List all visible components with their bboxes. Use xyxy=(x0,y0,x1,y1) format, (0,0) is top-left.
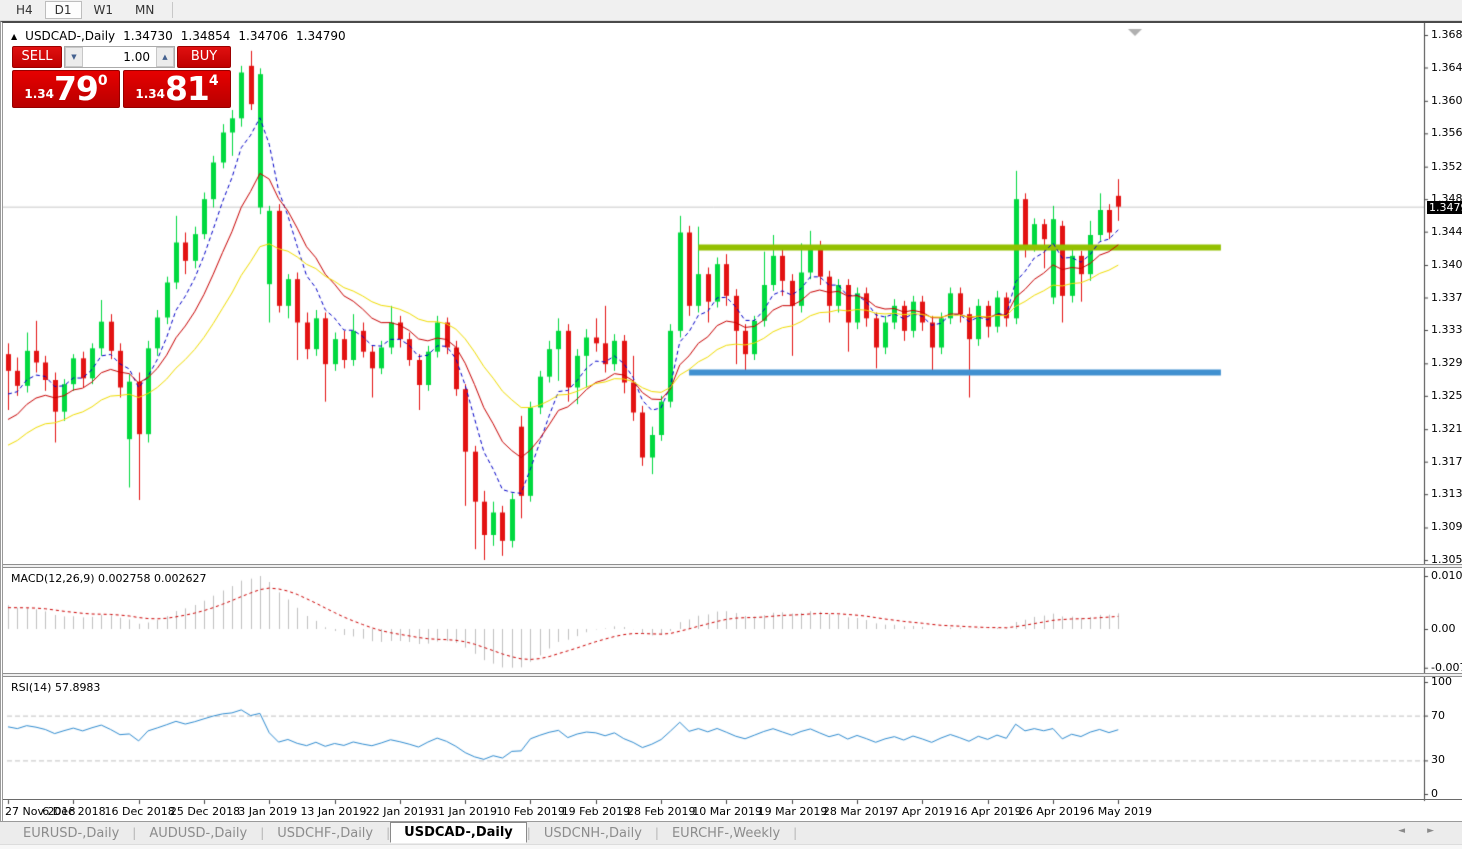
chart-title: ▲ USDCAD-,Daily 1.34730 1.34854 1.34706 … xyxy=(11,29,348,43)
date-tick-label: 19 Feb 2019 xyxy=(561,805,631,818)
sell-quote-button[interactable]: 1.34 79 0 xyxy=(12,70,120,108)
date-tick-label: 16 Dec 2018 xyxy=(104,805,175,818)
date-tick-label: 7 Apr 2019 xyxy=(891,805,953,818)
rsi-label: RSI(14) 57.8983 xyxy=(11,681,101,694)
panel-separator[interactable] xyxy=(3,564,1462,568)
price-tick-label: 1.36460 xyxy=(1431,60,1462,74)
ohlc-close: 1.34790 xyxy=(296,29,346,43)
tab-usdcnh[interactable]: USDCNH-,Daily xyxy=(543,825,642,841)
price-tick-label: 1.32120 xyxy=(1431,422,1462,436)
tab-separator: | xyxy=(386,826,391,840)
symbol-triangle-icon: ▲ xyxy=(11,31,18,41)
volume-increase-button[interactable]: ▲ xyxy=(156,47,174,67)
date-tick-label: 26 Apr 2019 xyxy=(1018,805,1087,818)
one-click-trade-panel: SELL ▼ ▲ BUY 1.34 79 0 1.34 81 4 xyxy=(12,46,231,108)
timeframe-button-d1[interactable]: D1 xyxy=(44,1,82,19)
rsi-tick-label: 30 xyxy=(1431,753,1445,767)
current-price-tag: 1.34790 xyxy=(1427,201,1462,214)
buy-button[interactable]: BUY xyxy=(177,46,231,68)
price-tick-label: 1.36060 xyxy=(1431,93,1462,107)
timeframe-button-mn[interactable]: MN xyxy=(135,3,155,17)
tab-separator: | xyxy=(654,826,659,840)
tab-separator: | xyxy=(526,826,531,840)
price-tick-label: 1.36850 xyxy=(1431,28,1462,41)
sell-price-big: 79 xyxy=(53,69,99,108)
price-tick-label: 1.35270 xyxy=(1431,159,1462,173)
tab-separator: | xyxy=(132,826,137,840)
timeframe-toolbar: H4 D1 W1 MN xyxy=(0,0,1462,21)
date-tick-label: 6 May 2019 xyxy=(1087,805,1152,818)
sell-price-prefix: 1.34 xyxy=(24,87,54,101)
price-tick-label: 1.33310 xyxy=(1431,323,1462,336)
date-tick-label: 6 Dec 2018 xyxy=(42,805,106,818)
chart-symbol: USDCAD-,Daily xyxy=(25,29,116,43)
buy-price-pip: 4 xyxy=(208,73,219,89)
date-tick-label: 13 Jan 2019 xyxy=(300,805,367,818)
tab-separator: | xyxy=(793,826,798,840)
tab-audusd[interactable]: AUDUSD-,Daily xyxy=(149,825,248,841)
date-tick-label: 27 Nov 2018 xyxy=(5,805,76,818)
price-tick-label: 1.33700 xyxy=(1431,290,1462,304)
tab-separator: | xyxy=(260,826,265,840)
price-tick-label: 1.30940 xyxy=(1431,520,1462,534)
status-strip xyxy=(0,844,1462,849)
tab-eurusd[interactable]: EURUSD-,Daily xyxy=(23,825,120,841)
sell-button[interactable]: SELL xyxy=(12,46,62,68)
price-tick-label: 1.34490 xyxy=(1431,224,1462,238)
volume-decrease-button[interactable]: ▼ xyxy=(65,47,83,67)
date-tick-label: 19 Mar 2019 xyxy=(757,805,828,818)
buy-price-prefix: 1.34 xyxy=(135,87,165,101)
price-tick-label: 1.34880 xyxy=(1431,192,1462,206)
price-tick-label: 1.34090 xyxy=(1431,257,1462,271)
macd-tick-label: -0.007477 xyxy=(1431,660,1462,674)
tab-scroll-left-icon[interactable]: ◄ xyxy=(1398,826,1406,836)
chart-tab-bar: EURUSD-,Daily | AUDUSD-,Daily | USDCHF-,Dail… xyxy=(0,821,1462,844)
date-tick-label: 22 Jan 2019 xyxy=(365,805,432,818)
price-tick-label: 1.32910 xyxy=(1431,356,1462,370)
price-tick-label: 1.31340 xyxy=(1431,487,1462,501)
sell-price-pip: 0 xyxy=(97,73,108,89)
price-tick-label: 1.30550 xyxy=(1431,553,1462,566)
buy-price-big: 81 xyxy=(164,69,210,108)
timeframe-button-w1[interactable]: W1 xyxy=(93,3,114,17)
date-tick-label: 28 Feb 2019 xyxy=(627,805,696,818)
ohlc-low: 1.34706 xyxy=(238,29,289,43)
volume-input[interactable] xyxy=(83,47,156,67)
macd-tick-label: 0.00 xyxy=(1431,622,1456,635)
date-tick-label: 3 Jan 2019 xyxy=(238,805,298,818)
date-tick-label: 25 Dec 2018 xyxy=(169,805,241,818)
date-tick-label: 31 Jan 2019 xyxy=(431,805,498,818)
price-chart-canvas[interactable] xyxy=(3,23,1462,823)
rsi-tick-label: 0 xyxy=(1431,787,1438,800)
date-tick-label: 10 Mar 2019 xyxy=(692,805,763,818)
price-tick-label: 1.31730 xyxy=(1431,454,1462,468)
ohlc-high: 1.34854 xyxy=(180,29,231,43)
macd-label: MACD(12,26,9) 0.002758 0.002627 xyxy=(11,572,207,585)
ohlc-open: 1.34730 xyxy=(123,29,173,43)
macd-tick-label: 0.010229 xyxy=(1431,569,1462,582)
price-tick-label: 1.32520 xyxy=(1431,388,1462,402)
rsi-tick-label: 70 xyxy=(1431,708,1445,722)
price-tick-label: 1.35670 xyxy=(1431,126,1462,140)
tab-eurchf[interactable]: EURCHF-,Weekly xyxy=(671,825,781,841)
chart-window: ▲ USDCAD-,Daily 1.34730 1.34854 1.34 70 6 … xyxy=(0,21,1462,823)
date-tick-label: 10 Feb 2019 xyxy=(496,805,565,818)
tab-usdchf[interactable]: USDCHF-,Daily xyxy=(277,825,374,841)
rsi-tick-label: 100 xyxy=(1431,675,1452,688)
timeframe-button-h4[interactable]: H4 xyxy=(16,3,33,17)
panel-separator[interactable] xyxy=(3,673,1462,677)
toolbar-separator xyxy=(172,2,174,18)
date-tick-label: 16 Apr 2019 xyxy=(953,805,1022,818)
tab-scroll-right-icon[interactable]: ► xyxy=(1427,826,1434,836)
tab-usdcad[interactable]: USDCAD-,Daily xyxy=(390,821,527,843)
panel-separator xyxy=(3,799,1462,801)
tab-scroll-arrows: ◄ ► xyxy=(1398,826,1434,836)
volume-stepper: ▼ ▲ xyxy=(64,46,175,68)
buy-quote-button[interactable]: 1.34 81 4 xyxy=(123,70,231,108)
date-tick-label: 28 Mar 2019 xyxy=(822,805,893,818)
